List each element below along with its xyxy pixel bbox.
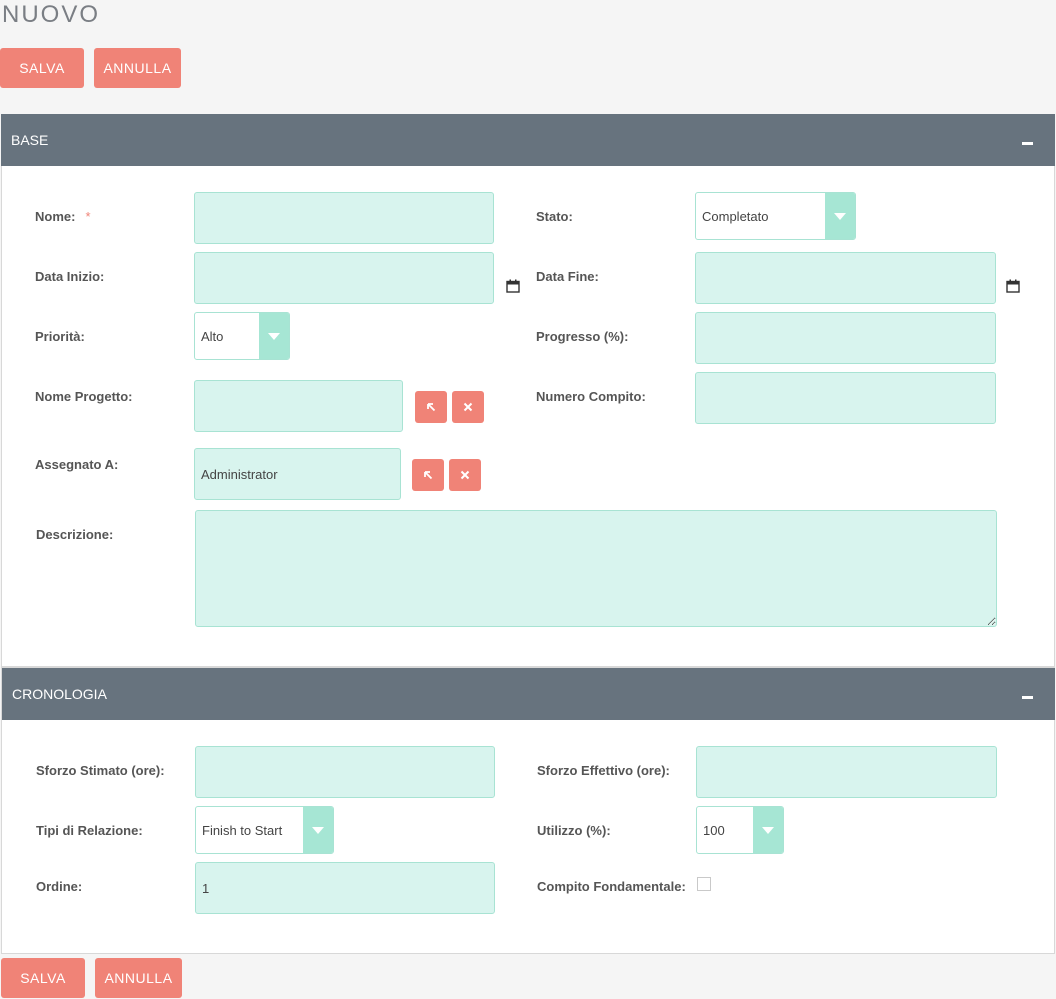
priorita-select-value: Alto xyxy=(201,328,224,344)
cancel-button[interactable]: ANNULLA xyxy=(94,48,181,88)
numero-compito-input[interactable] xyxy=(695,372,996,424)
calendar-icon[interactable] xyxy=(1006,279,1020,293)
label-nome-progetto: Nome Progetto: xyxy=(35,389,133,404)
stato-select[interactable]: Completato xyxy=(695,192,856,240)
close-icon xyxy=(460,470,470,480)
clear-project-button[interactable] xyxy=(452,391,484,423)
required-asterisk: * xyxy=(85,209,91,224)
label-tipi-relazione: Tipi di Relazione: xyxy=(36,823,143,838)
arrow-select-icon xyxy=(427,403,436,412)
assegnato-a-input[interactable]: Administrator xyxy=(194,448,401,500)
tipi-relazione-select-value: Finish to Start xyxy=(202,822,283,838)
panel-base-title: BASE xyxy=(11,132,49,148)
utilizzo-select-value: 100 xyxy=(703,822,725,838)
panel-base-header[interactable]: BASE xyxy=(1,114,1055,166)
label-sforzo-stimato: Sforzo Stimato (ore): xyxy=(36,763,165,778)
close-icon xyxy=(463,402,473,412)
arrow-select-icon xyxy=(424,471,433,480)
priorita-select[interactable]: Alto xyxy=(194,312,290,360)
label-ordine: Ordine: xyxy=(36,879,83,894)
label-compito-fondamentale: Compito Fondamentale: xyxy=(537,879,686,894)
data-fine-input[interactable] xyxy=(695,252,996,304)
stato-select-value: Completato xyxy=(702,208,769,224)
label-descrizione: Descrizione: xyxy=(36,527,114,542)
label-sforzo-effettivo: Sforzo Effettivo (ore): xyxy=(537,763,670,778)
panel-cronologia-header[interactable]: CRONOLOGIA xyxy=(2,668,1055,720)
chevron-down-icon[interactable] xyxy=(825,193,855,239)
label-utilizzo: Utilizzo (%): xyxy=(537,823,611,838)
label-assegnato-a: Assegnato A: xyxy=(35,457,119,472)
select-project-button[interactable] xyxy=(415,391,447,423)
panel-cronologia-title: CRONOLOGIA xyxy=(12,686,107,702)
cancel-button-bottom[interactable]: ANNULLA xyxy=(95,958,182,998)
label-stato: Stato: xyxy=(536,209,573,224)
label-nome: Nome: * xyxy=(35,209,91,224)
label-progresso: Progresso (%): xyxy=(536,329,629,344)
label-data-fine: Data Fine: xyxy=(536,269,599,284)
compito-fondamentale-checkbox[interactable] xyxy=(697,877,711,891)
calendar-icon[interactable] xyxy=(506,279,520,293)
chevron-down-icon[interactable] xyxy=(303,807,333,853)
descrizione-textarea[interactable] xyxy=(195,510,997,627)
save-button[interactable]: SALVA xyxy=(0,48,84,88)
minus-icon[interactable] xyxy=(1022,696,1033,699)
tipi-relazione-select[interactable]: Finish to Start xyxy=(195,806,334,854)
label-priorita: Priorità: xyxy=(35,329,85,344)
sforzo-effettivo-input[interactable] xyxy=(696,746,997,798)
save-button-bottom[interactable]: SALVA xyxy=(1,958,85,998)
minus-icon[interactable] xyxy=(1022,142,1033,145)
clear-user-button[interactable] xyxy=(449,459,481,491)
progresso-input[interactable] xyxy=(695,312,996,364)
data-inizio-input[interactable] xyxy=(194,252,494,304)
select-user-button[interactable] xyxy=(412,459,444,491)
ordine-input[interactable]: 1 xyxy=(195,862,495,914)
nome-input[interactable] xyxy=(194,192,494,244)
page-title: NUOVO xyxy=(2,1,101,28)
label-data-inizio: Data Inizio: xyxy=(35,269,105,284)
sforzo-stimato-input[interactable] xyxy=(195,746,495,798)
nome-progetto-input[interactable] xyxy=(194,380,403,432)
utilizzo-select[interactable]: 100 xyxy=(696,806,784,854)
label-numero-compito: Numero Compito: xyxy=(536,389,646,404)
chevron-down-icon[interactable] xyxy=(259,313,289,359)
chevron-down-icon[interactable] xyxy=(753,807,783,853)
